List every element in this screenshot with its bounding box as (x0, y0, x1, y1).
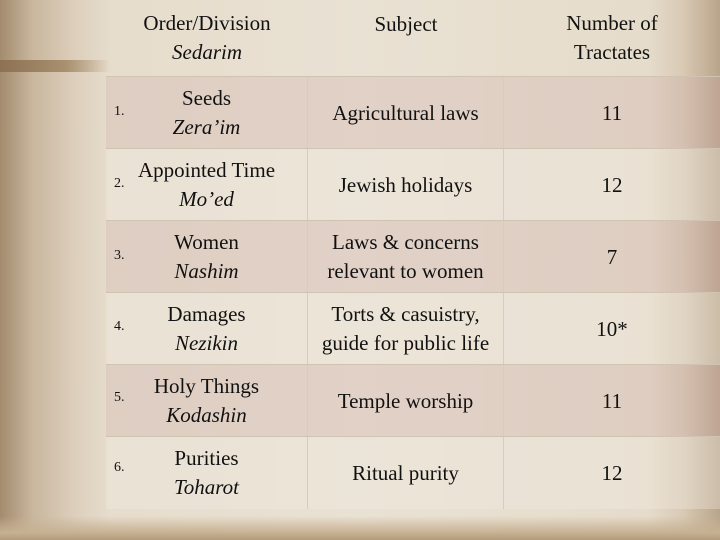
header-order-division-label: Order/Division (143, 11, 271, 35)
order-hebrew-name: Toharot (174, 475, 239, 499)
subject-text: Agricultural laws (332, 100, 479, 125)
table-header: Order/Division Sedarim Subject Number of… (106, 0, 720, 76)
table-row: Damages Nezikin Torts & casuistry, guide… (106, 292, 720, 365)
count-cell: 12 (504, 149, 720, 221)
count-cell: 11 (504, 77, 720, 149)
table-row: Seeds Zera’im Agricultural laws 11 (106, 76, 720, 149)
left-decorative-band (0, 0, 110, 540)
row-number: 5. (114, 390, 125, 405)
header-number-label: Number of (566, 11, 658, 35)
subject-text: Ritual purity (352, 460, 459, 485)
order-hebrew-name: Kodashin (166, 403, 247, 427)
count-cell: 7 (504, 221, 720, 293)
order-name: Purities (174, 446, 239, 470)
order-hebrew-name: Zera’im (172, 115, 241, 139)
header-number-of-tractates: Number of Tractates (504, 0, 720, 76)
order-cell: Purities Toharot (106, 437, 308, 509)
subject-cell: Laws & concerns relevant to women (308, 221, 504, 293)
count-cell: 10* (504, 293, 720, 365)
tractate-count: 7 (606, 244, 618, 269)
order-cell: Women Nashim (106, 221, 308, 293)
header-sedarim-label: Sedarim (172, 40, 242, 64)
header-tractates-label: Tractates (573, 40, 651, 64)
subject-text: Jewish holidays (338, 172, 473, 197)
subject-text: Temple worship (337, 388, 474, 413)
row-number: 6. (114, 460, 125, 475)
subject-text-line2: guide for public life (321, 331, 490, 355)
tractate-count: 12 (601, 460, 623, 485)
row-number: 2. (114, 176, 125, 191)
sedarim-table: Order/Division Sedarim Subject Number of… (106, 0, 720, 540)
subject-cell: Agricultural laws (308, 77, 504, 149)
count-cell: 11 (504, 365, 720, 437)
header-subject-label: Subject (374, 12, 438, 36)
row-number: 4. (114, 319, 125, 334)
order-hebrew-name: Nashim (174, 259, 239, 283)
subject-cell: Ritual purity (308, 437, 504, 509)
table-row: Appointed Time Mo’ed Jewish holidays 12 (106, 148, 720, 221)
subject-cell: Temple worship (308, 365, 504, 437)
subject-text: Torts & casuistry, (331, 302, 480, 326)
row-number: 3. (114, 248, 125, 263)
order-name: Holy Things (153, 374, 260, 398)
order-name: Women (174, 230, 239, 254)
header-order-division: Order/Division Sedarim (106, 0, 308, 76)
subject-cell: Jewish holidays (308, 149, 504, 221)
order-name: Damages (167, 302, 246, 326)
header-subject: Subject (308, 0, 504, 76)
order-name: Seeds (182, 86, 231, 110)
bottom-decorative-band (0, 516, 720, 540)
tractate-count: 12 (601, 172, 623, 197)
order-cell: Damages Nezikin (106, 293, 308, 365)
tractate-count: 10* (596, 316, 628, 341)
table-row: Purities Toharot Ritual purity 12 (106, 436, 720, 509)
order-name: Appointed Time (137, 158, 276, 182)
subject-cell: Torts & casuistry, guide for public life (308, 293, 504, 365)
row-number: 1. (114, 104, 125, 119)
tractate-count: 11 (601, 100, 623, 125)
table-row: Women Nashim Laws & concerns relevant to… (106, 220, 720, 293)
subject-text: Laws & concerns (332, 230, 479, 254)
table-row: Holy Things Kodashin Temple worship 11 (106, 364, 720, 437)
tractate-count: 11 (601, 388, 623, 413)
order-hebrew-name: Mo’ed (179, 187, 234, 211)
order-hebrew-name: Nezikin (175, 331, 238, 355)
order-cell: Seeds Zera’im (106, 77, 308, 149)
subject-text-line2: relevant to women (327, 259, 484, 283)
count-cell: 12 (504, 437, 720, 509)
order-cell: Appointed Time Mo’ed (106, 149, 308, 221)
order-cell: Holy Things Kodashin (106, 365, 308, 437)
